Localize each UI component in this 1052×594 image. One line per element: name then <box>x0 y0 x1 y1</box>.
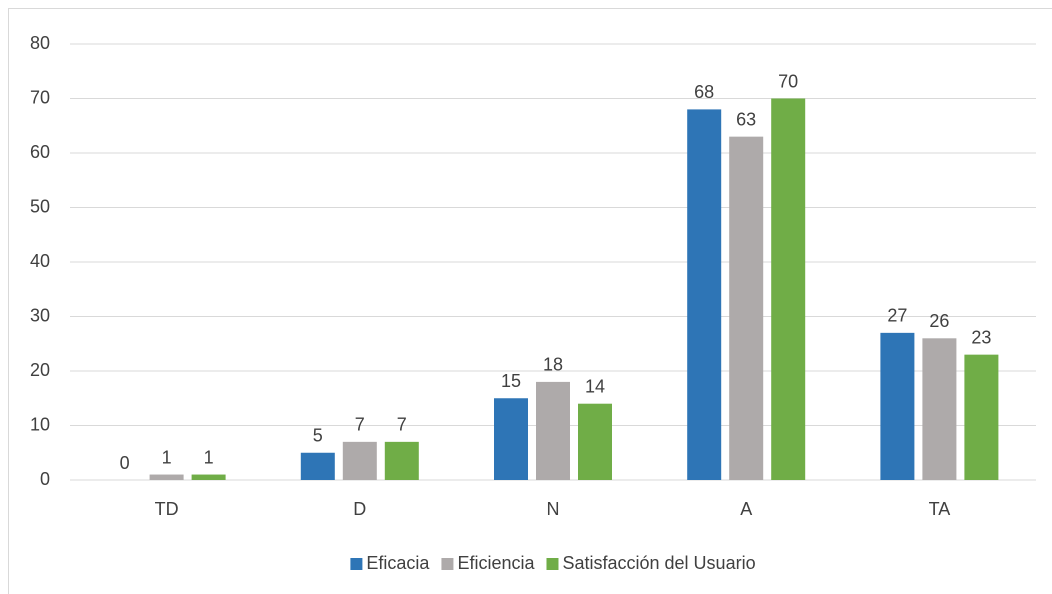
legend-label: Eficacia <box>366 553 430 573</box>
legend-swatch <box>350 558 363 570</box>
y-tick-label: 40 <box>30 251 50 271</box>
data-label: 1 <box>162 447 172 467</box>
y-tick-label: 20 <box>30 360 50 380</box>
bar <box>578 403 612 480</box>
bar <box>729 136 764 480</box>
bar <box>771 98 806 480</box>
legend-swatch <box>546 558 559 570</box>
data-label: 7 <box>397 415 407 435</box>
bar <box>191 474 226 480</box>
bar <box>922 338 957 480</box>
chart-border <box>8 8 1052 594</box>
x-tick-label: D <box>353 499 366 519</box>
bar <box>880 332 915 480</box>
y-tick-label: 50 <box>30 196 50 216</box>
data-label: 26 <box>929 311 949 331</box>
bar <box>149 474 184 480</box>
y-tick-label: 60 <box>30 142 50 162</box>
data-label: 23 <box>971 327 991 347</box>
x-tick-label: N <box>547 499 560 519</box>
data-label: 70 <box>778 71 798 91</box>
legend-label: Satisfacción del Usuario <box>562 553 755 573</box>
bar <box>494 398 528 480</box>
data-label: 1 <box>204 447 214 467</box>
y-tick-label: 10 <box>30 414 50 434</box>
data-label: 15 <box>501 371 521 391</box>
y-tick-label: 70 <box>30 87 50 107</box>
data-label: 7 <box>355 415 365 435</box>
x-tick-label: TD <box>155 499 179 519</box>
x-tick-label: TA <box>929 499 951 519</box>
x-tick-label: A <box>740 499 752 519</box>
data-label: 18 <box>543 355 563 375</box>
data-label: 27 <box>887 306 907 326</box>
bar <box>536 381 570 480</box>
data-label: 68 <box>694 82 714 102</box>
data-label: 0 <box>120 453 130 473</box>
data-label: 14 <box>585 376 605 396</box>
y-tick-label: 80 <box>30 33 50 53</box>
legend-label: Eficiencia <box>457 553 535 573</box>
data-label: 63 <box>736 109 756 129</box>
y-tick-label: 0 <box>40 469 50 489</box>
bar <box>342 441 377 480</box>
legend-swatch <box>441 558 454 570</box>
bar <box>964 354 999 480</box>
bar <box>300 452 335 480</box>
data-label: 5 <box>313 426 323 446</box>
bar <box>687 109 722 481</box>
y-tick-label: 30 <box>30 305 50 325</box>
bar <box>384 441 419 480</box>
